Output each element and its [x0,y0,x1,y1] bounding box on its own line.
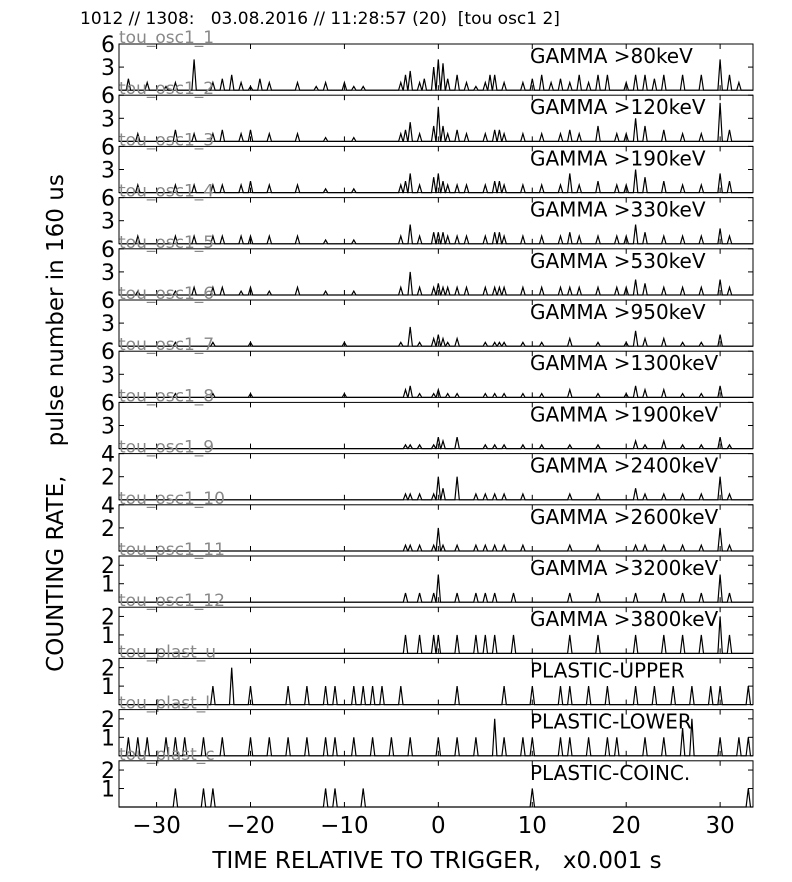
panel-13-series-line [119,667,753,706]
panel-14-label: PLASTIC-LOWER [530,710,692,734]
panel-11-label: GAMMA >3200keV [530,556,719,580]
panel-1-ytick-label: 3 [101,56,115,81]
panel-1-ytick-label: 6 [101,33,115,58]
panel-3-ytick-label: 3 [101,159,115,184]
panel-2-ytick-label: 3 [101,107,115,132]
panel-15-ytick-label: 2 [101,759,115,784]
x-tick-label: −30 [132,813,181,839]
panel-9-label: GAMMA >2400keV [530,454,719,478]
panel-2-ytick-label: 6 [101,84,115,109]
panel-15-series-line [119,788,753,808]
panel-11-series-line [119,574,753,603]
panel-14-ytick-label: 1 [101,726,115,751]
panel-5-ytick-label: 3 [101,261,115,286]
panel-14-series-line [119,718,753,757]
panel-13-ytick-label: 2 [101,657,115,682]
panel-5-series-line [119,271,753,296]
panel-14-ytick-label: 2 [101,708,115,733]
panel-4-ytick-label: 3 [101,210,115,235]
panel-3-channel-label: tou_osc1_3 [119,130,214,150]
panel-7-series-line [119,385,753,398]
panel-6-channel-label: tou_osc1_6 [119,284,214,304]
panel-2-channel-label: tou_osc1_2 [119,79,214,99]
panel-11-channel-label: tou_osc1_11 [119,540,225,560]
panel-8-series-line [119,436,753,450]
panel-13-ytick-label: 1 [101,675,115,700]
x-tick-label: 10 [518,813,547,839]
x-tick-label: 30 [705,813,734,839]
panel-8-channel-label: tou_osc1_8 [119,386,214,406]
panel-9-ytick-label: 2 [101,466,115,491]
panel-12-channel-label: tou_osc1_12 [119,591,225,611]
panel-6-series-line [119,326,753,347]
panel-5-channel-label: tou_osc1_5 [119,233,214,253]
panel-12-ytick-label: 2 [101,605,115,630]
panel-6-label: GAMMA >950keV [530,300,706,324]
panel-4-label: GAMMA >330keV [530,198,706,222]
panel-13-label: PLASTIC-UPPER [530,658,685,682]
panel-1-label: GAMMA >80keV [530,44,693,68]
panel-15-label: PLASTIC-COINC. [530,761,690,785]
panel-8-label: GAMMA >1900keV [530,402,719,426]
panel-7-ytick-label: 6 [101,340,115,365]
panel-7-label: GAMMA >1300keV [530,351,719,375]
panel-15-ytick-label: 1 [101,778,115,803]
panel-10-channel-label: tou_osc1_10 [119,489,225,509]
panel-3-label: GAMMA >190keV [530,146,706,170]
x-tick-label: 0 [431,813,446,839]
panel-3-ytick-label: 6 [101,135,115,160]
panel-10-series-line [119,527,753,552]
panel-2-label: GAMMA >120keV [530,95,706,119]
panel-11-ytick-label: 2 [101,554,115,579]
chart-title: 1012 // 1308: 03.08.2016 // 11:28:57 (20… [80,9,560,29]
panel-13-channel-label: tou_plast_u [119,642,216,662]
panel-3-series-line [119,169,753,194]
panel-4-channel-label: tou_osc1_4 [119,182,214,202]
panel-10-ytick-label: 2 [101,517,115,542]
panel-6-ytick-label: 6 [101,289,115,314]
panel-5-ytick-label: 6 [101,238,115,263]
panel-5-label: GAMMA >530keV [530,249,706,273]
panel-7-channel-label: tou_osc1_7 [119,335,214,355]
panel-8-ytick-label: 6 [101,391,115,416]
panel-6-ytick-label: 3 [101,312,115,337]
x-tick-label: 20 [612,813,641,839]
panel-1-channel-label: tou_osc1_1 [119,28,214,48]
panel-9-series-line [119,476,753,501]
panel-11-ytick-label: 1 [101,573,115,598]
panel-15-channel-label: tou_plast_c [119,745,215,765]
panel-2-series-line [119,102,753,142]
panel-12-label: GAMMA >3800keV [530,607,719,631]
x-axis-label: TIME RELATIVE TO TRIGGER, x0.001 s [212,848,662,874]
panel-12-ytick-label: 1 [101,624,115,649]
panel-10-ytick-label: 4 [101,494,115,519]
panel-7-ytick-label: 3 [101,363,115,388]
panel-1-series-line [119,59,753,91]
panel-12-series-line [119,616,753,654]
panel-9-ytick-label: 4 [101,443,115,468]
panel-4-ytick-label: 6 [101,187,115,212]
panel-9-channel-label: tou_osc1_9 [119,438,214,458]
panel-8-ytick-label: 3 [101,415,115,440]
panel-4-series-line [119,224,753,245]
x-tick-label: −10 [320,813,369,839]
x-tick-label: −20 [226,813,275,839]
panel-10-label: GAMMA >2600keV [530,505,719,529]
panel-14-channel-label: tou_plast_l [119,694,210,714]
